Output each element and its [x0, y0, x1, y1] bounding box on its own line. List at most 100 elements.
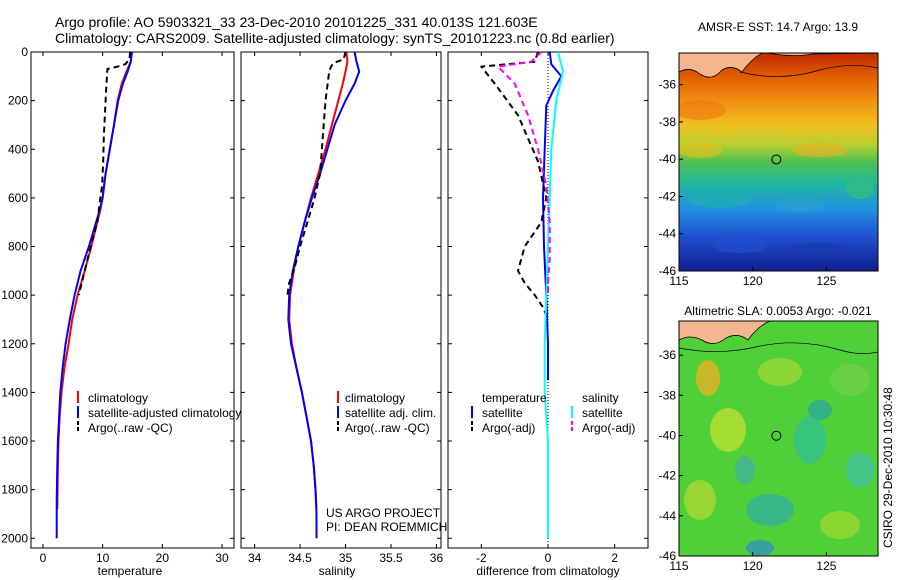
project-credit-line-1: US ARGO PROJECT: [326, 506, 441, 520]
map-y-tick-label: -36: [659, 348, 677, 362]
sst-texture-blob: [792, 143, 848, 157]
y-tick-label: 2000: [1, 531, 28, 545]
legend-label-satellite: satellite-adjusted climatology: [88, 406, 241, 420]
temperature-axes-frame: [30, 51, 235, 549]
sla-map-ticks: 115 120 125 -36 -38 -40 -42 -44 -46: [659, 348, 837, 573]
sst-field: [679, 53, 878, 271]
series-line-salinity-satellite: [543, 51, 564, 539]
map-x-tick-label: 115: [669, 559, 688, 573]
legend-label-sal-satellite: satellite: [582, 406, 623, 420]
sst-profile-marker: [771, 154, 782, 165]
map-y-tick-label: -44: [659, 509, 677, 523]
sla-texture-blob: [758, 358, 802, 386]
legend-heading-temperature: temperature: [482, 391, 547, 405]
series-line-argo-raw-qc: [286, 51, 347, 296]
y-tick-label: 800: [8, 240, 28, 254]
salinity-lines: [286, 51, 361, 539]
x-tick-label: 0: [545, 551, 552, 565]
x-tick-label: 35: [339, 551, 353, 565]
map-x-tick-label: 125: [816, 274, 836, 288]
difference-xlabel: difference from climatology: [476, 564, 619, 578]
sla-land: [679, 321, 771, 344]
sla-map: Altimetric SLA: 0.0053 Argo: -0.021 115 1…: [659, 304, 879, 573]
temperature-xlabel: temperature: [98, 564, 163, 578]
difference-legend: temperature satellite Argo(-adj) salinit…: [471, 391, 635, 435]
sst-map-title: AMSR-E SST: 14.7 Argo: 13.9: [698, 20, 858, 34]
map-y-tick-label: -42: [659, 189, 677, 203]
temperature-ticks: 0 10 20 30 0 200 400 600 800 1000 1200 1400 1600 1800…: [1, 45, 234, 565]
salinity-panel: 34 34.5 35 35.5 36 salinity climatology sate…: [240, 51, 447, 578]
sla-texture-blob: [846, 452, 874, 488]
y-tick-label: 600: [8, 191, 28, 205]
y-tick-label: 1600: [1, 434, 28, 448]
sst-texture-blob: [679, 142, 722, 158]
map-x-tick-label: 120: [743, 274, 763, 288]
x-tick-label: 0: [40, 551, 47, 565]
map-y-tick-label: -46: [659, 549, 677, 563]
legend-label-temp-argo: Argo(-adj): [482, 421, 535, 435]
sla-texture-blob: [808, 400, 832, 420]
series-line-temperature-satellite: [542, 51, 563, 381]
x-tick-label: 10: [96, 551, 110, 565]
project-credit-line-2: PI: DEAN ROEMMICH: [326, 520, 447, 534]
legend-label-sal-argo: Argo(-adj): [582, 421, 635, 435]
sla-texture-blob: [794, 416, 826, 464]
sst-map: AMSR-E SST: 14.7 Argo: 13.9 115 120 125 -36…: [659, 20, 879, 288]
map-y-tick-label: -46: [659, 264, 677, 278]
series-line-satellite-adjusted-climatology: [55, 51, 133, 539]
sst-texture-blob: [790, 243, 850, 257]
y-tick-label: 1800: [1, 483, 28, 497]
sla-map-title: Altimetric SLA: 0.0053 Argo: -0.021: [684, 304, 872, 318]
difference-lines: [480, 51, 564, 539]
x-tick-label: -2: [476, 551, 487, 565]
sla-texture: [684, 358, 874, 556]
y-tick-label: 1000: [1, 288, 28, 302]
sla-texture-blob: [735, 456, 755, 484]
x-tick-label: 20: [156, 551, 170, 565]
y-tick-label: 400: [8, 142, 28, 156]
series-line-salinity-argo-adj: [497, 51, 551, 296]
legend-label-climatology: climatology: [345, 391, 405, 405]
legend-label-climatology: climatology: [88, 391, 148, 405]
salinity-legend: climatology satellite adj. clim. Argo(..…: [337, 391, 436, 435]
header-line-2: Climatology: CARS2009. Satellite-adjuste…: [55, 30, 615, 46]
x-tick-label: 2: [611, 551, 618, 565]
sst-texture-blob: [846, 181, 874, 199]
series-line-argo-raw-qc: [77, 51, 132, 296]
map-x-tick-label: 115: [669, 274, 688, 288]
temperature-legend: climatology satellite-adjusted climatolo…: [77, 391, 241, 435]
sst-texture-blob: [730, 134, 790, 146]
sla-profile-marker: [771, 430, 782, 441]
side-credit: CSIRO 29-Dec-2010 10:30:48: [881, 387, 895, 548]
map-y-tick-label: -38: [659, 388, 677, 402]
sla-texture-blob: [684, 480, 716, 520]
legend-label-argo: Argo(..raw -QC): [88, 421, 173, 435]
map-y-tick-label: -44: [659, 227, 677, 241]
sla-texture-blob: [746, 494, 794, 526]
y-tick-label: 1200: [1, 337, 28, 351]
sst-texture-blob: [712, 237, 768, 253]
y-tick-label: 1400: [1, 385, 28, 399]
sst-texture-blob: [774, 198, 826, 212]
salinity-ticks: 34 34.5 35 35.5 36: [241, 51, 443, 565]
x-tick-label: 34: [248, 551, 262, 565]
legend-label-satellite: satellite adj. clim.: [345, 406, 436, 420]
series-line-temperature-argo-adj: [480, 51, 549, 320]
map-y-tick-label: -40: [659, 428, 677, 442]
sla-texture-blob: [746, 540, 774, 556]
map-y-tick-label: -38: [659, 115, 677, 129]
sst-map-ticks: 115 120 125 -36 -38 -40 -42 -44 -46: [659, 78, 837, 288]
y-tick-label: 200: [8, 94, 28, 108]
temperature-lines: [55, 51, 133, 539]
map-x-tick-label: 120: [743, 559, 763, 573]
sst-texture: [679, 100, 874, 257]
sla-contour: [679, 342, 878, 354]
header-line-1: Argo profile: AO 5903321_33 23-Dec-2010 …: [55, 14, 538, 30]
legend-label-temp-satellite: satellite: [482, 406, 523, 420]
sst-texture-blob: [679, 100, 726, 120]
legend-heading-salinity: salinity: [582, 391, 619, 405]
map-y-tick-label: -42: [659, 469, 677, 483]
y-tick-label: 0: [21, 45, 28, 59]
sst-contour: [739, 65, 878, 77]
